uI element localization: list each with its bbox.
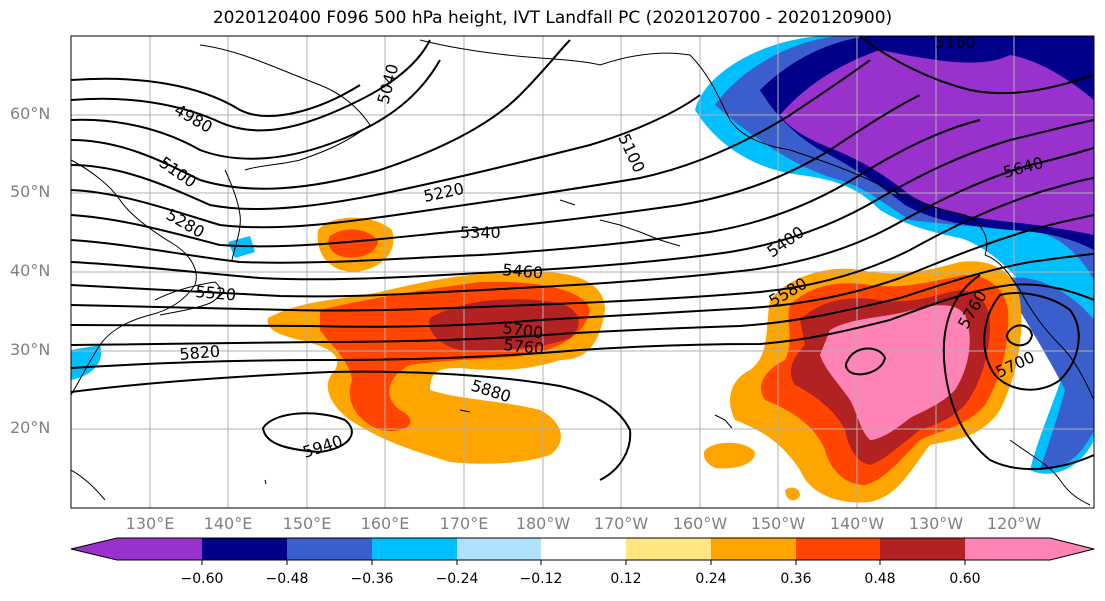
longitude-label-140e: 140°E xyxy=(203,514,253,533)
longitude-label-160e: 160°E xyxy=(360,514,410,533)
colorbar-label-012: 0.12 xyxy=(610,571,642,587)
colorbar-label-neg048: −0.48 xyxy=(265,571,309,587)
colorbar-segment-4 xyxy=(457,538,541,560)
contour-label-5820: 5820 xyxy=(179,342,221,364)
latitude-label-50n: 50°N xyxy=(10,182,51,201)
latitude-label-60n: 60°N xyxy=(10,104,51,123)
colorbar-segment-2 xyxy=(287,538,372,560)
colorbar-outline xyxy=(70,537,1095,561)
longitude-label-170e: 170°E xyxy=(439,514,489,533)
contour-label-5160: 5160 xyxy=(935,33,976,52)
map-title: 2020120400 F096 500 hPa height, IVT Land… xyxy=(212,8,893,28)
colorbar-segment-0-body xyxy=(117,538,202,560)
colorbar-label-048: 0.48 xyxy=(864,571,896,587)
colorbar-segment-7 xyxy=(711,538,796,560)
latitude-label-20n: 20°N xyxy=(10,418,51,437)
colorbar xyxy=(70,537,1095,565)
longitude-label-150w: 150°W xyxy=(750,514,806,533)
colorbar-segment-1 xyxy=(202,538,287,560)
longitude-label-150e: 150°E xyxy=(282,514,332,533)
colorbar-segment-8 xyxy=(796,538,880,560)
latitude-label-40n: 40°N xyxy=(10,261,51,280)
contour-label-5460: 5460 xyxy=(502,260,544,282)
longitude-label-180w: 180°W xyxy=(515,514,571,533)
colorbar-label-neg036: −0.36 xyxy=(350,571,394,587)
colorbar-segment-10 xyxy=(1050,538,1094,560)
colorbar-segment-3 xyxy=(372,538,457,560)
height-contours xyxy=(71,36,1094,481)
contour-label-5340: 5340 xyxy=(460,223,501,242)
colorbar-label-024: 0.24 xyxy=(695,571,727,587)
latitude-label-30n: 30°N xyxy=(10,340,51,359)
map-area: 4980 5040 5100 5100 5160 5220 5280 5340 … xyxy=(71,33,1094,508)
colorbar-label-060: 0.60 xyxy=(949,571,981,587)
colorbar-label-neg012: −0.12 xyxy=(519,571,563,587)
colorbar-label-neg060: −0.60 xyxy=(180,571,224,587)
contour-label-5760: 5760 xyxy=(503,335,545,358)
colorbar-segment-6 xyxy=(626,538,711,560)
colorbar-segment-5 xyxy=(541,538,626,560)
contour-label-5520: 5520 xyxy=(195,282,237,304)
longitude-label-130w: 130°W xyxy=(908,514,964,533)
longitude-label-130e: 130°E xyxy=(125,514,175,533)
colorbar-label-neg024: −0.24 xyxy=(435,571,479,587)
colorbar-segment-10-body xyxy=(965,538,1050,560)
longitude-label-140w: 140°W xyxy=(829,514,885,533)
longitude-label-170w: 170°W xyxy=(593,514,649,533)
longitude-label-160w: 160°W xyxy=(672,514,728,533)
colorbar-segment-0 xyxy=(71,538,117,560)
colorbar-ticks xyxy=(201,560,966,565)
colorbar-label-036: 0.36 xyxy=(780,571,812,587)
longitude-label-120w: 120°W xyxy=(986,514,1042,533)
colorbar-segment-9 xyxy=(880,538,965,560)
map-frame xyxy=(70,35,1095,509)
